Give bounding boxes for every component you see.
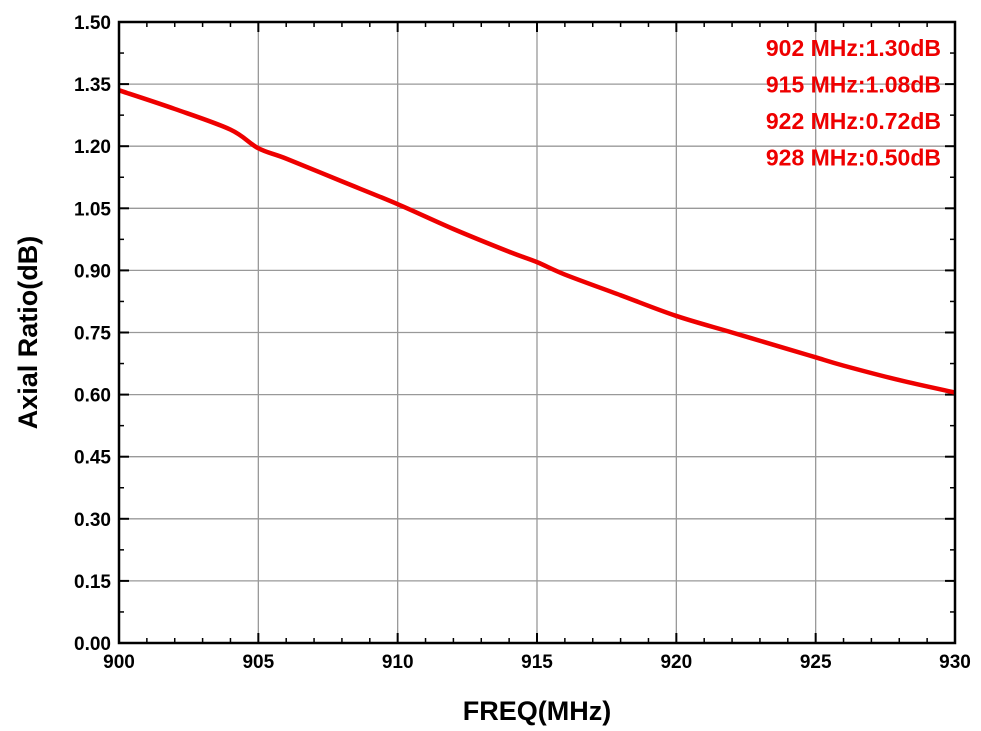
annotation-label: 922 MHz:0.72dB [766, 108, 941, 134]
y-tick-label: 0.30 [74, 510, 111, 531]
annotation-label: 915 MHz:1.08dB [766, 72, 941, 98]
series-line [118, 88, 956, 395]
plot-frame [117, 20, 957, 645]
series-layer [118, 88, 956, 395]
x-axis-title: FREQ(MHz) [463, 696, 611, 726]
annotation-label: 902 MHz:1.30dB [766, 35, 941, 61]
y-tick-labels: 0.00 0.15 0.30 0.45 0.60 0.75 0.90 1.05 1.20 1.35… [74, 13, 111, 655]
y-tick-label: 0.15 [74, 572, 111, 593]
x-tick-label: 920 [660, 652, 692, 673]
x-tick-label: 930 [939, 652, 971, 673]
y-tick-label: 1.05 [74, 199, 111, 220]
y-axis-title: Axial Ratio(dB) [13, 236, 43, 430]
x-tick-labels: 900 905 910 915 920 925 930 [103, 652, 971, 673]
x-tick-label: 905 [242, 652, 274, 673]
y-tick-label: 0.00 [74, 634, 111, 655]
y-tick-label: 1.20 [74, 137, 111, 158]
x-tick-label: 915 [521, 652, 553, 673]
grid [119, 22, 955, 643]
y-tick-label: 0.45 [74, 448, 111, 469]
y-tick-label: 1.50 [74, 13, 111, 34]
y-tick-label: 1.35 [74, 75, 111, 96]
y-tick-label: 0.60 [74, 386, 111, 407]
annotations: 902 MHz:1.30dB 915 MHz:1.08dB 922 MHz:0.72… [766, 35, 941, 171]
y-tick-label: 0.90 [74, 261, 111, 282]
y-tick-label: 0.75 [74, 324, 111, 345]
x-tick-label: 900 [103, 652, 135, 673]
x-tick-label: 925 [800, 652, 832, 673]
annotation-label: 928 MHz:0.50dB [766, 145, 941, 171]
x-tick-label: 910 [382, 652, 414, 673]
